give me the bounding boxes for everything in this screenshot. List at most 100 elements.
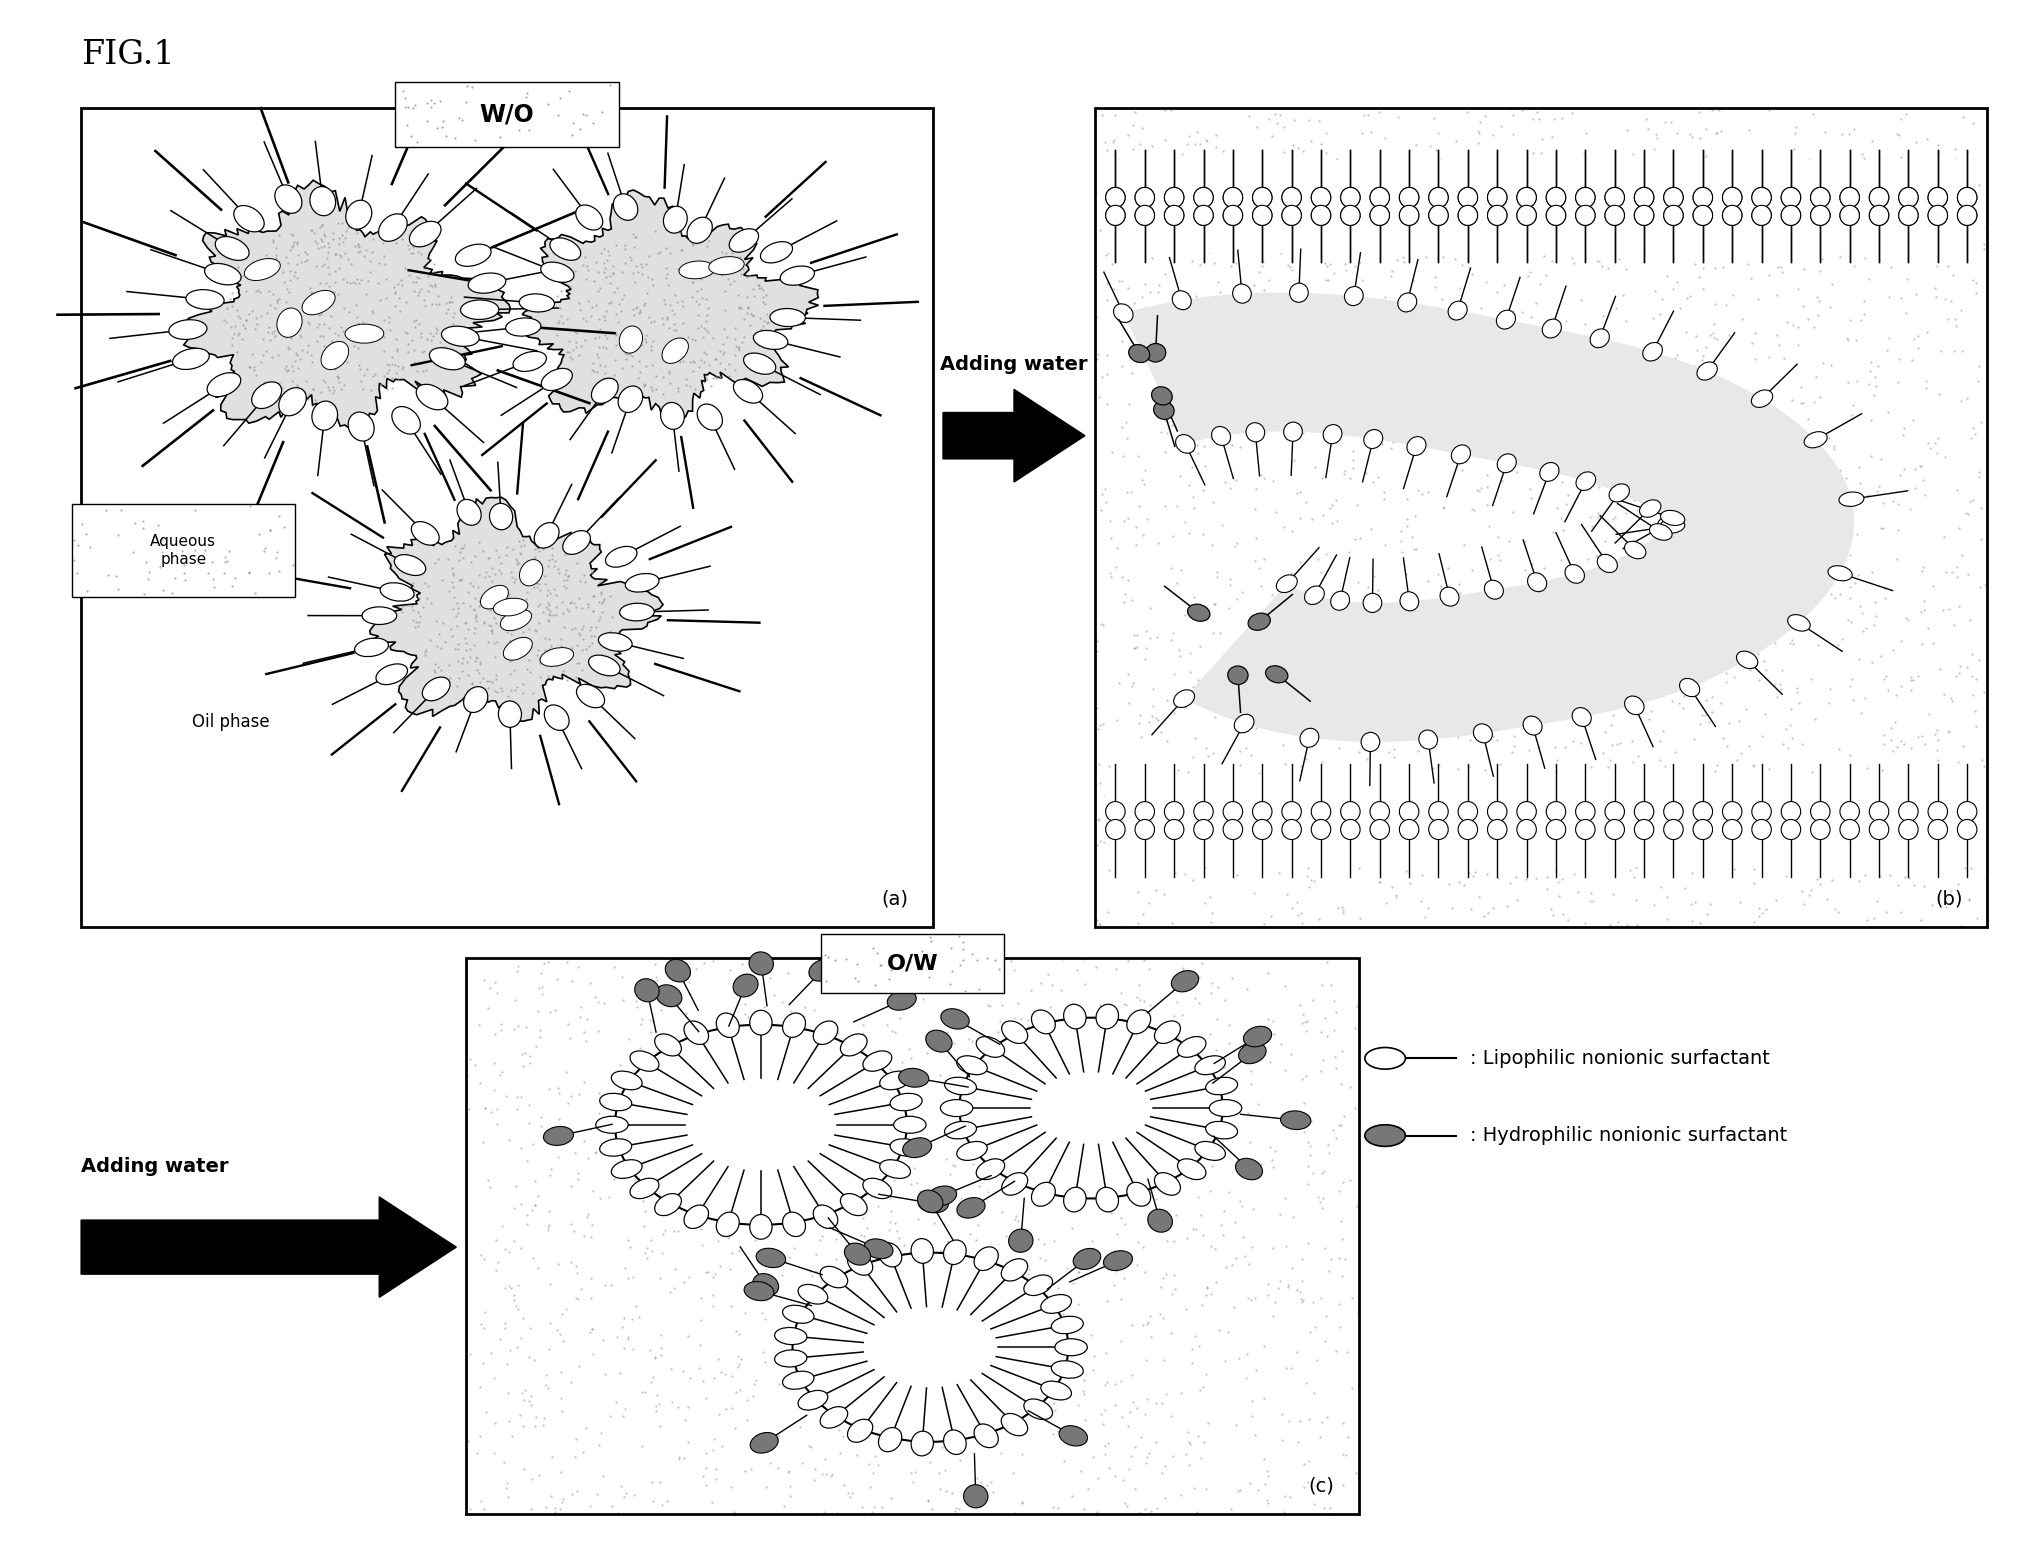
Ellipse shape <box>708 256 744 275</box>
Ellipse shape <box>1693 205 1712 226</box>
Ellipse shape <box>661 338 687 363</box>
Ellipse shape <box>1722 205 1742 226</box>
Ellipse shape <box>963 1485 988 1508</box>
Ellipse shape <box>1598 555 1618 573</box>
Ellipse shape <box>1136 187 1154 207</box>
Ellipse shape <box>945 1077 977 1095</box>
Ellipse shape <box>1693 205 1712 226</box>
Ellipse shape <box>734 380 763 403</box>
Ellipse shape <box>1194 187 1213 207</box>
Text: : Lipophilic nonionic surfactant: : Lipophilic nonionic surfactant <box>1470 1049 1770 1068</box>
Ellipse shape <box>1566 564 1584 584</box>
Ellipse shape <box>278 388 306 416</box>
Ellipse shape <box>1458 802 1478 822</box>
Ellipse shape <box>975 1159 1004 1179</box>
Ellipse shape <box>619 326 643 354</box>
Polygon shape <box>1124 292 1854 742</box>
Ellipse shape <box>661 402 683 430</box>
Ellipse shape <box>1545 187 1566 207</box>
Ellipse shape <box>748 952 773 975</box>
Ellipse shape <box>1152 386 1172 405</box>
Ellipse shape <box>1282 187 1302 207</box>
Ellipse shape <box>1105 802 1126 822</box>
Ellipse shape <box>973 1247 998 1270</box>
Ellipse shape <box>1282 187 1302 207</box>
Ellipse shape <box>1576 187 1596 207</box>
Ellipse shape <box>541 263 574 283</box>
Ellipse shape <box>1095 1004 1119 1029</box>
Ellipse shape <box>1663 187 1683 207</box>
Ellipse shape <box>1312 187 1330 207</box>
Ellipse shape <box>1870 187 1888 207</box>
Ellipse shape <box>1209 1100 1241 1117</box>
Ellipse shape <box>598 633 633 652</box>
Ellipse shape <box>716 1213 740 1236</box>
Ellipse shape <box>1649 524 1671 541</box>
Ellipse shape <box>1284 422 1302 442</box>
Ellipse shape <box>168 320 207 340</box>
Ellipse shape <box>1870 819 1888 839</box>
Ellipse shape <box>655 1034 681 1055</box>
Ellipse shape <box>345 201 371 229</box>
Ellipse shape <box>1576 205 1596 226</box>
Ellipse shape <box>1205 1077 1237 1095</box>
Ellipse shape <box>1517 802 1537 822</box>
Bar <box>1105 774 1977 867</box>
Text: W/O: W/O <box>481 102 533 127</box>
Ellipse shape <box>1024 1275 1053 1296</box>
Ellipse shape <box>1604 187 1624 207</box>
Ellipse shape <box>1113 304 1134 323</box>
Ellipse shape <box>1253 205 1272 226</box>
Ellipse shape <box>730 229 758 252</box>
Ellipse shape <box>576 684 604 708</box>
Ellipse shape <box>1223 205 1243 226</box>
Ellipse shape <box>243 258 280 281</box>
Ellipse shape <box>957 1142 988 1160</box>
Ellipse shape <box>1154 1021 1180 1043</box>
Ellipse shape <box>625 573 659 592</box>
Ellipse shape <box>614 1024 907 1225</box>
Ellipse shape <box>1345 286 1363 306</box>
Ellipse shape <box>619 386 643 413</box>
Ellipse shape <box>783 1372 813 1389</box>
Polygon shape <box>519 190 819 422</box>
Ellipse shape <box>1164 187 1184 207</box>
Ellipse shape <box>771 309 805 326</box>
Ellipse shape <box>1105 819 1126 839</box>
Ellipse shape <box>345 324 383 343</box>
Ellipse shape <box>1517 187 1537 207</box>
Ellipse shape <box>793 1253 1069 1441</box>
Ellipse shape <box>1136 205 1154 226</box>
Ellipse shape <box>1545 205 1566 226</box>
Ellipse shape <box>1497 454 1517 473</box>
Ellipse shape <box>1663 205 1683 226</box>
Ellipse shape <box>1282 205 1302 226</box>
Ellipse shape <box>1458 205 1478 226</box>
Ellipse shape <box>1448 301 1466 320</box>
Ellipse shape <box>1635 187 1653 207</box>
Ellipse shape <box>1781 187 1801 207</box>
Ellipse shape <box>1604 205 1624 226</box>
Ellipse shape <box>783 1014 805 1037</box>
Ellipse shape <box>744 1281 775 1301</box>
Ellipse shape <box>1059 1426 1087 1446</box>
Bar <box>71 504 294 596</box>
Text: Adding water: Adding water <box>81 1157 229 1176</box>
Ellipse shape <box>1643 343 1663 362</box>
Ellipse shape <box>1341 205 1361 226</box>
Ellipse shape <box>205 264 241 284</box>
Ellipse shape <box>1371 205 1389 226</box>
Ellipse shape <box>393 555 426 575</box>
Ellipse shape <box>1870 802 1888 822</box>
Ellipse shape <box>1635 205 1653 226</box>
Ellipse shape <box>1399 802 1420 822</box>
Ellipse shape <box>1239 1043 1265 1063</box>
Ellipse shape <box>750 1214 773 1239</box>
Ellipse shape <box>880 1160 911 1179</box>
Ellipse shape <box>1635 187 1653 207</box>
Ellipse shape <box>1235 1159 1263 1180</box>
Ellipse shape <box>1752 187 1770 207</box>
Bar <box>821 935 1004 993</box>
Ellipse shape <box>752 1273 779 1296</box>
Ellipse shape <box>760 241 793 263</box>
